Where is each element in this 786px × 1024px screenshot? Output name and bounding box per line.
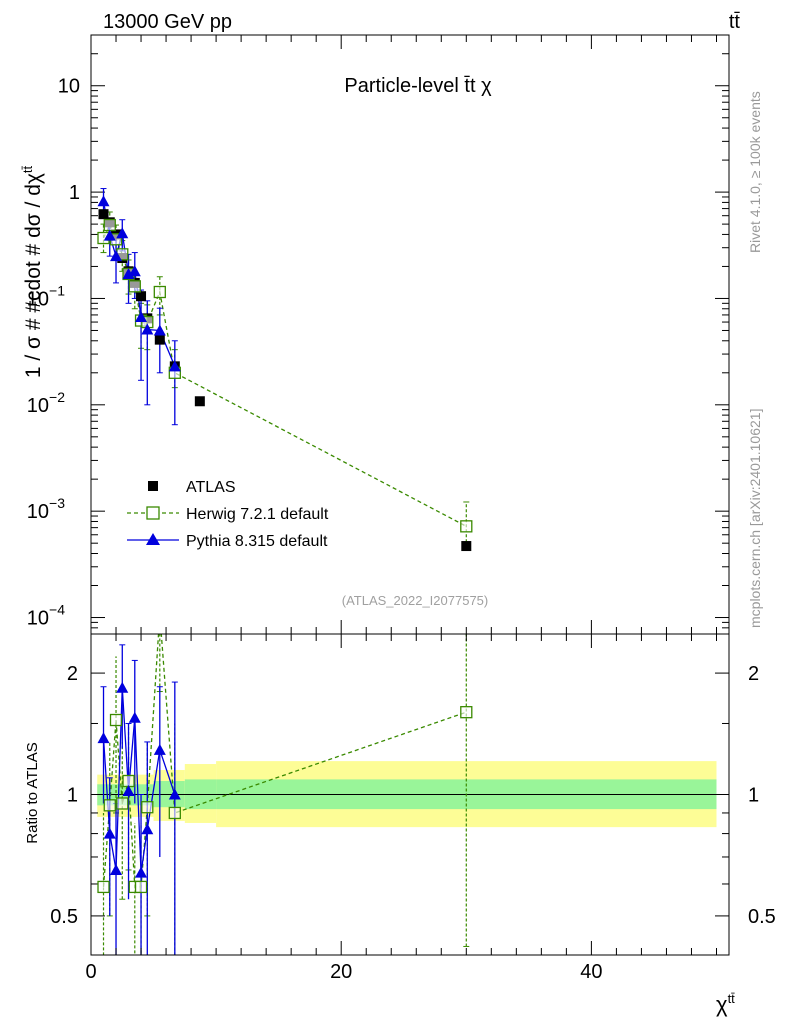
atlas-point <box>98 209 109 220</box>
ratio-frame <box>90 633 730 956</box>
rivet-label: Rivet 4.1.0, ≥ 100k events <box>747 91 763 253</box>
ratio-herwig-point <box>122 774 135 788</box>
ratio-herwig-point <box>103 799 116 812</box>
pythia-point <box>128 265 141 277</box>
main-y-tick-label: 10−2 <box>27 389 65 417</box>
legend-item-atlas: ATLAS <box>148 479 236 496</box>
herwig-point <box>153 285 166 299</box>
ratio-pythia-point <box>110 863 123 875</box>
legend-item-herwig: Herwig 7.2.1 default <box>127 506 329 523</box>
x-axis-ticks: 0 20 40 <box>85 35 717 983</box>
atlas-point <box>136 291 147 302</box>
main-panel: Particle-level t̄t χ (ATLAS_2022_I207757… <box>27 34 730 635</box>
analysis-id: (ATLAS_2022_I2077575) <box>342 593 488 608</box>
main-y-tick-label: 10−4 <box>27 602 65 630</box>
energy-label: 13000 GeV pp <box>103 11 232 33</box>
ratio-pythia-point <box>116 681 129 693</box>
ratio-uncertainty-bands <box>91 761 729 828</box>
atlas-point <box>194 396 205 407</box>
pythia-point <box>168 360 181 372</box>
ratio-pythia-point <box>103 827 116 839</box>
main-y-tick-label: 1 <box>69 182 80 204</box>
ratio-herwig-point <box>97 880 110 894</box>
x-tick-label: 20 <box>330 961 352 983</box>
main-data <box>97 188 473 552</box>
ratio-herwig-point <box>134 880 148 894</box>
legend-item-pythia: Pythia 8.315 default <box>127 533 328 550</box>
legend-herwig-marker <box>146 506 160 520</box>
pythia-point <box>103 229 116 241</box>
pythia-point <box>153 324 166 336</box>
herwig-point <box>460 520 473 533</box>
herwig-point <box>103 218 116 232</box>
ratio-herwig-point <box>141 801 154 814</box>
ratio-herwig-point <box>168 806 181 820</box>
x-axis-label: χtt̄ <box>716 991 735 1017</box>
ratio-pythia-point <box>122 785 135 797</box>
atlas-point <box>461 541 472 552</box>
ratio-pythia-point <box>141 823 154 835</box>
ratio-y-tick-label-right: 1 <box>748 785 759 807</box>
atlas-point <box>154 334 165 345</box>
ratio-herwig-point <box>154 609 165 620</box>
pythia-point <box>141 323 154 335</box>
ratio-pythia-line <box>102 687 176 873</box>
x-tick-label: 40 <box>580 961 602 983</box>
legend-atlas-label: ATLAS <box>186 479 236 496</box>
legend-herwig-label: Herwig 7.2.1 default <box>186 506 329 523</box>
ratio-herwig-point <box>109 713 123 727</box>
x-tick-label: 0 <box>85 961 96 983</box>
ratio-panel: 2 2 1 1 0.5 0.5 <box>50 609 776 956</box>
ratio-herwig-point <box>460 706 473 719</box>
source-label: mcplots.cern.ch [arXiv:2401.10621] <box>747 409 763 628</box>
pythia-point <box>110 250 123 262</box>
ratio-pythia-point <box>97 732 110 744</box>
main-y-tick-label: 10−3 <box>27 495 65 523</box>
pythia-point <box>97 195 110 207</box>
legend-pythia-label: Pythia 8.315 default <box>186 533 328 550</box>
pythia-point <box>116 227 129 239</box>
legend-atlas-marker <box>148 481 158 491</box>
ratio-y-tick-label-right: 2 <box>748 663 759 685</box>
ratio-y-tick-label: 2 <box>67 663 78 685</box>
ratio-pythia-point <box>128 711 141 723</box>
plot-title: Particle-level t̄t χ <box>344 75 492 97</box>
main-y-axis-label: 1 / σ # #cdot # dσ / dχtt̄ <box>20 165 45 378</box>
ratio-y-tick-label: 1 <box>67 785 78 807</box>
ratio-data <box>97 609 473 955</box>
legend-pythia-marker <box>146 533 160 545</box>
herwig-point <box>128 280 141 293</box>
pythia-point <box>135 310 148 322</box>
ratio-herwig-point <box>116 797 129 810</box>
ratio-y-tick-label-right: 0.5 <box>748 906 776 928</box>
ratio-pythia-point <box>168 788 181 800</box>
ratio-pythia-point <box>135 866 148 878</box>
main-y-tick-label: 10 <box>58 76 80 98</box>
ratio-pythia-point <box>153 743 166 755</box>
process-label: tt̄ <box>729 11 741 33</box>
legend: ATLAS Herwig 7.2.1 default Pythia 8.315 … <box>127 479 329 550</box>
ratio-y-tick-label: 0.5 <box>50 906 78 928</box>
ratio-y-ticks: 2 2 1 1 0.5 0.5 <box>50 663 776 956</box>
ratio-y-axis-label: Ratio to ATLAS <box>24 742 41 843</box>
